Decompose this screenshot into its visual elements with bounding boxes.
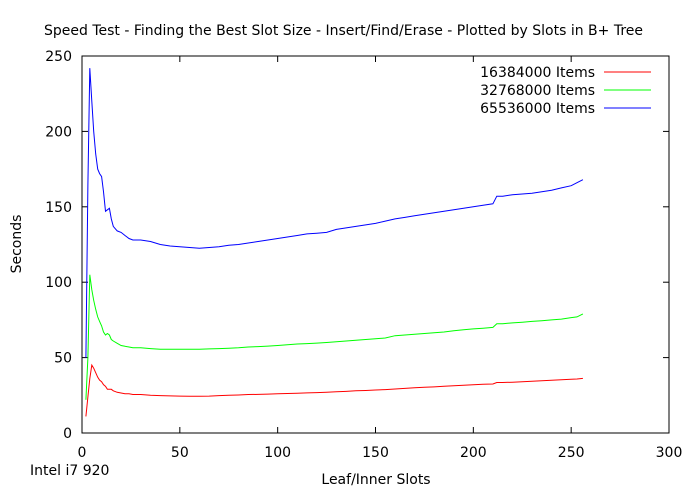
legend-label: 65536000 Items xyxy=(480,101,595,117)
legend-label: 32768000 Items xyxy=(480,83,595,99)
x-tick-label: 250 xyxy=(558,445,585,461)
y-tick-label: 100 xyxy=(45,275,72,291)
y-axis-label: Seconds xyxy=(9,215,25,274)
y-axis: 0 50 100 150 200 250 xyxy=(45,49,669,442)
x-axis: 0 50 100 150 200 250 300 xyxy=(78,56,683,461)
x-tick-label: 300 xyxy=(656,445,683,461)
y-tick-label: 150 xyxy=(45,200,72,216)
legend-label: 16384000 Items xyxy=(480,65,595,81)
chart-title: Speed Test - Finding the Best Slot Size … xyxy=(44,23,643,39)
x-tick-label: 100 xyxy=(264,445,291,461)
y-tick-label: 0 xyxy=(63,426,72,442)
x-tick-label: 150 xyxy=(362,445,389,461)
x-axis-label: Leaf/Inner Slots xyxy=(321,472,430,488)
series-line-2 xyxy=(85,68,584,358)
cpu-footnote: Intel i7 920 xyxy=(30,463,109,479)
series-line-1 xyxy=(85,274,584,400)
x-tick-label: 50 xyxy=(171,445,189,461)
legend: 16384000 Items 32768000 Items 65536000 Ite… xyxy=(480,65,651,117)
x-tick-label: 0 xyxy=(78,445,87,461)
y-tick-label: 50 xyxy=(54,351,72,367)
y-tick-label: 250 xyxy=(45,49,72,65)
x-tick-label: 200 xyxy=(460,445,487,461)
series-lines xyxy=(85,68,584,417)
y-tick-label: 200 xyxy=(45,124,72,140)
series-line-0 xyxy=(85,363,583,417)
